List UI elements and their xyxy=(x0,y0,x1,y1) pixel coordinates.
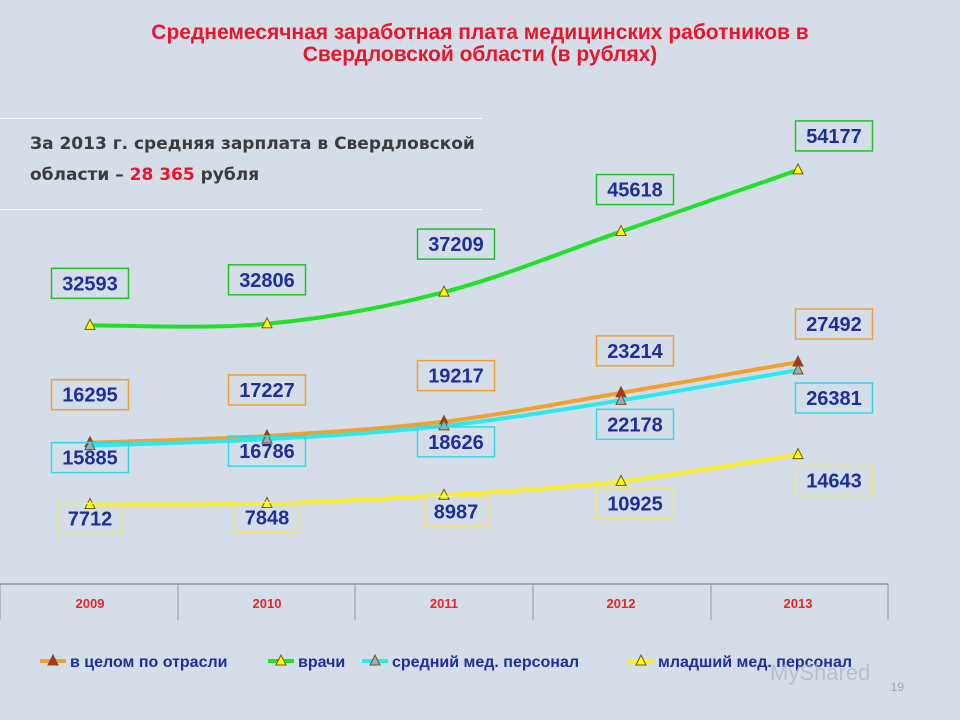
data-label-box-0-4 xyxy=(794,308,874,340)
series-3-point-2013 xyxy=(792,447,804,460)
note-line2-prefix: области – xyxy=(30,165,130,185)
legend-label-3: младший мед. персонал xyxy=(658,654,852,671)
series-1-point-2011 xyxy=(438,284,450,297)
series-1-point-2012 xyxy=(615,224,627,237)
watermark-logo: MyShared xyxy=(770,660,871,685)
data-label-0-2009: 16295 xyxy=(62,385,118,407)
data-label-3-2013: 14643 xyxy=(806,471,862,493)
data-label-box-1-4 xyxy=(794,120,874,152)
x-tick-label-2012: 2012 xyxy=(607,596,636,611)
data-label-box-2-2 xyxy=(416,426,496,458)
title-line-2: Свердловской области (в рублях) xyxy=(302,43,658,66)
series-3-point-2012 xyxy=(615,474,627,486)
data-label-0-2013: 27492 xyxy=(806,314,862,336)
legend-marker-3 xyxy=(635,653,647,666)
series-1-point-2009 xyxy=(84,318,96,330)
data-label-box-0-0 xyxy=(50,378,130,411)
data-label-box-0-2 xyxy=(416,359,496,392)
data-label-2-2012: 22178 xyxy=(607,414,663,436)
data-label-0-2012: 23214 xyxy=(607,341,663,363)
data-label-box-2-3 xyxy=(595,408,675,441)
data-label-box-3-2 xyxy=(423,495,489,528)
data-label-1-2012: 45618 xyxy=(607,180,663,202)
data-label-1-2009: 32593 xyxy=(62,273,118,295)
data-label-box-1-2 xyxy=(416,228,496,260)
x-tick-label-2011: 2011 xyxy=(430,596,458,611)
data-label-3-2012: 10925 xyxy=(607,493,663,515)
data-label-3-2010: 7848 xyxy=(245,507,290,529)
data-label-0-2011: 19217 xyxy=(428,366,484,388)
note-text: За 2013 г. средняя зарплата в Свердловск… xyxy=(30,129,475,191)
data-label-box-3-4 xyxy=(794,464,874,497)
legend-marker-2 xyxy=(369,653,381,666)
x-tick-label-2009: 2009 xyxy=(76,596,105,611)
series-2-point-2012 xyxy=(615,393,627,405)
data-label-2-2011: 18626 xyxy=(428,432,484,454)
legend-label-2: средний мед. персонал xyxy=(392,654,579,671)
legend-marker-0 xyxy=(47,653,59,666)
data-label-box-3-1 xyxy=(234,501,300,534)
data-label-2-2009: 15885 xyxy=(62,448,118,470)
page-number: 19 xyxy=(890,680,904,694)
data-label-box-0-3 xyxy=(595,335,675,367)
note-line1: За 2013 г. средняя зарплата в Свердловск… xyxy=(30,134,475,154)
data-label-1-2010: 32806 xyxy=(239,270,295,292)
series-1-point-2013 xyxy=(792,162,804,175)
chart-title: Среднемесячная заработная плата медицинс… xyxy=(0,22,960,66)
data-label-1-2011: 37209 xyxy=(428,234,484,256)
series-2-point-2013 xyxy=(792,362,804,375)
series-2-point-2009 xyxy=(84,438,96,451)
data-label-box-2-4 xyxy=(794,382,874,414)
title-line-1: Среднемесячная заработная плата медицинс… xyxy=(151,21,809,44)
x-tick-label-2013: 2013 xyxy=(784,596,813,611)
legend-marker-1 xyxy=(275,653,287,666)
series-1-point-2010 xyxy=(261,316,273,329)
x-tick-label-2010: 2010 xyxy=(253,596,282,611)
legend-label-1: врачи xyxy=(298,654,345,671)
data-label-0-2010: 17227 xyxy=(239,380,295,402)
data-label-box-1-1 xyxy=(227,264,307,296)
data-label-box-1-3 xyxy=(595,173,675,206)
legend-label-0: в целом по отрасли xyxy=(70,654,227,671)
info-note: За 2013 г. средняя зарплата в Свердловск… xyxy=(0,118,482,210)
note-value: 28 365 xyxy=(129,165,195,185)
series-2-point-2010 xyxy=(261,432,273,444)
data-label-box-0-1 xyxy=(227,374,307,406)
data-label-box-2-0 xyxy=(50,441,130,474)
data-label-2-2013: 26381 xyxy=(806,388,862,410)
data-label-1-2013: 54177 xyxy=(806,126,862,148)
data-label-3-2009: 7712 xyxy=(68,508,113,530)
data-label-3-2011: 8987 xyxy=(434,501,479,523)
note-suffix: рубля xyxy=(194,165,260,185)
data-label-2-2010: 16786 xyxy=(239,441,295,463)
data-label-box-3-0 xyxy=(57,502,123,535)
data-label-box-3-3 xyxy=(595,487,675,520)
data-label-box-1-0 xyxy=(50,267,130,300)
data-label-box-2-1 xyxy=(227,435,307,467)
